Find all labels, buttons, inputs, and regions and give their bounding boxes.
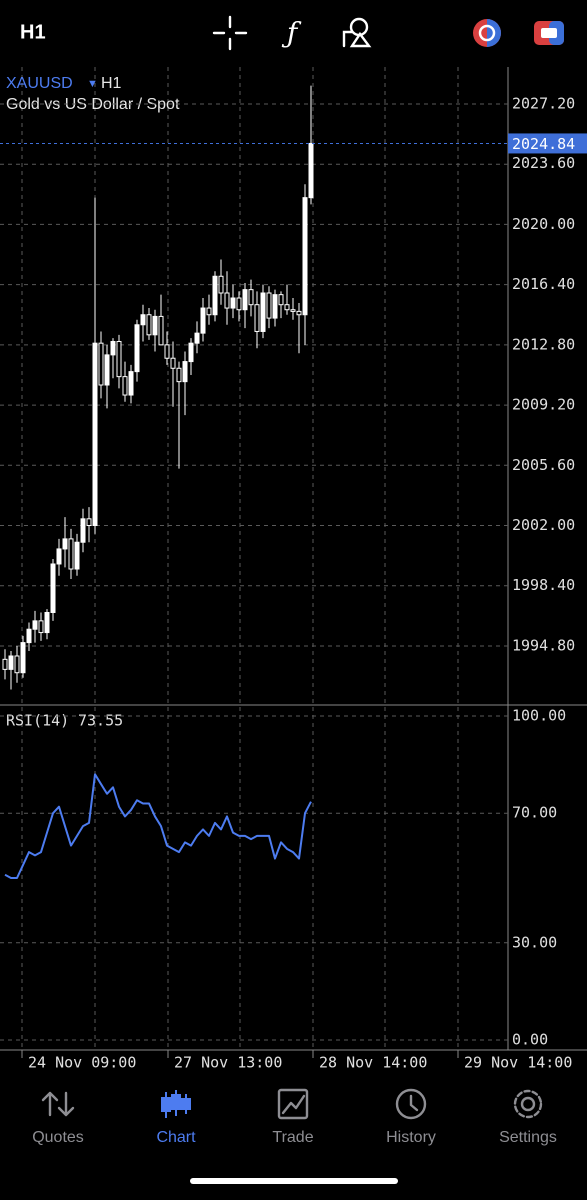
- trade-mode-button[interactable]: [473, 19, 501, 47]
- x-tick-label: 24 Nov 09:00: [28, 1054, 136, 1072]
- y-tick-label: 2012.80: [512, 335, 575, 353]
- nav-tab[interactable]: Quotes: [32, 1129, 84, 1146]
- current-price-box: [508, 133, 587, 154]
- current-price-label: 2024.84: [512, 135, 575, 153]
- candle-body: [116, 341, 122, 378]
- candle-body: [20, 642, 26, 674]
- nav-icons: [41, 1088, 543, 1120]
- symbol-dropdown[interactable]: ▼: [87, 78, 98, 90]
- candle-body: [278, 294, 284, 306]
- candle-body: [140, 314, 146, 326]
- candle-body: [182, 361, 188, 383]
- x-tick-label: 27 Nov 13:00: [174, 1054, 282, 1072]
- symbol[interactable]: XAUUSD: [6, 75, 73, 92]
- y-tick-label: 70.00: [512, 804, 557, 822]
- candle-body: [8, 655, 14, 670]
- candle-body: [176, 367, 182, 383]
- rsi-line: [4, 773, 312, 879]
- candle-body: [290, 309, 296, 312]
- candle-body: [2, 658, 8, 670]
- candle-body: [80, 518, 86, 543]
- candle-body: [206, 307, 212, 316]
- candle-body: [266, 292, 272, 319]
- y-tick-label: 100.00: [512, 707, 566, 725]
- candle-body: [146, 314, 152, 336]
- candle-body: [308, 142, 314, 199]
- x-tick-label: 29 Nov 14:00: [464, 1054, 572, 1072]
- candle-body: [128, 371, 134, 396]
- candle-body: [212, 275, 218, 316]
- y-tick-label: 2027.20: [512, 94, 575, 112]
- crosshair-button[interactable]: [212, 15, 248, 51]
- y-tick-label: 2005.60: [512, 456, 575, 474]
- candle-body: [26, 628, 32, 644]
- vertical-grid: [21, 67, 459, 1050]
- y-tick-label: 30.00: [512, 933, 557, 951]
- y-tick-label: 2002.00: [512, 516, 575, 534]
- y-tick-label: 1994.80: [512, 636, 575, 654]
- candle-body: [296, 310, 302, 316]
- candle-body: [170, 357, 176, 369]
- candle-body: [200, 307, 206, 334]
- indicator-name: RSI(14): [6, 712, 69, 730]
- candle-body: [62, 538, 68, 550]
- y-tick-label: 2020.00: [512, 215, 575, 233]
- candle-body: [86, 518, 92, 527]
- candle-body: [194, 332, 200, 344]
- y-tick-label: 2023.60: [512, 154, 575, 172]
- candle-body: [272, 294, 278, 319]
- candle-body: [152, 315, 158, 336]
- y-tick-label: 2009.20: [512, 396, 575, 414]
- nav-tab[interactable]: History: [386, 1129, 436, 1146]
- candle-body: [74, 541, 80, 570]
- nav-tab[interactable]: Trade: [272, 1129, 313, 1146]
- candle-body: [92, 342, 98, 527]
- chart-timeframe: H1: [101, 75, 122, 92]
- candle-body: [14, 655, 20, 674]
- indicator-value: 73.55: [78, 712, 123, 730]
- candle-body: [284, 304, 290, 311]
- symbol-description: Gold vs US Dollar / Spot: [6, 96, 180, 113]
- candle-body: [224, 292, 230, 309]
- home-indicator: [190, 1178, 398, 1184]
- candle-body: [242, 289, 248, 311]
- candle-body: [50, 563, 56, 613]
- candle-body: [260, 292, 266, 332]
- nav-tab[interactable]: Settings: [499, 1129, 557, 1146]
- y-tick-label: 2016.40: [512, 275, 575, 293]
- x-tick-label: 28 Nov 14:00: [319, 1054, 427, 1072]
- candle-body: [44, 611, 50, 634]
- candle-body: [164, 344, 170, 359]
- candle-body: [68, 538, 74, 570]
- candle-body: [134, 324, 140, 373]
- candle-body: [230, 297, 236, 309]
- candle-body: [38, 620, 44, 634]
- objects-button[interactable]: [342, 17, 372, 48]
- candle-body: [110, 341, 116, 356]
- candle-body: [254, 304, 260, 332]
- candle-body: [98, 342, 104, 386]
- candle-body: [122, 376, 128, 396]
- candle-body: [56, 548, 62, 565]
- y-tick-label: 0.00: [512, 1031, 548, 1049]
- nav-tab[interactable]: Chart: [156, 1129, 196, 1146]
- candle-body: [218, 275, 224, 294]
- candle-body: [248, 289, 254, 306]
- candle-body: [104, 354, 110, 386]
- candle-body: [158, 315, 164, 346]
- y-tick-label: 1998.40: [512, 576, 575, 594]
- timeframe-button[interactable]: H1: [20, 21, 46, 43]
- candle-body: [236, 297, 242, 311]
- indicators-button[interactable]: ƒ: [281, 17, 302, 50]
- candle-body: [188, 342, 194, 363]
- one-click-button[interactable]: [534, 21, 564, 45]
- candle-body: [302, 197, 308, 316]
- candle-body: [32, 620, 38, 630]
